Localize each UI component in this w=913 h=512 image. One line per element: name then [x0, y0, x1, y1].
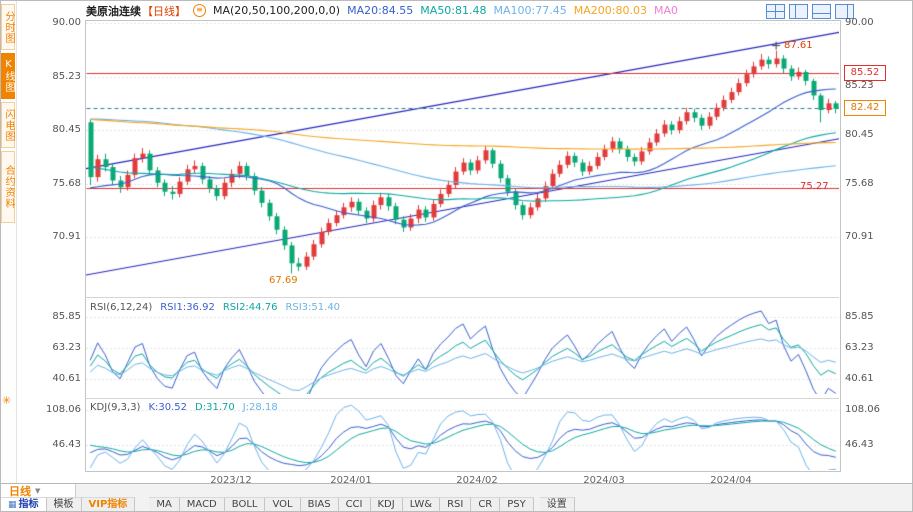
- layout-controls: [766, 4, 854, 19]
- kdj-j-value: J:28.18: [242, 401, 278, 413]
- y-label: 80.45: [52, 124, 81, 135]
- tab-cr[interactable]: CR: [471, 497, 501, 511]
- left-sidebar: 分时图 K线图 闪电图 合约资料 ✳: [1, 1, 17, 511]
- tab-vol[interactable]: VOL: [265, 497, 301, 511]
- grid-mini-icon: ▦: [8, 500, 17, 510]
- kdj-y-label: 46.43: [52, 439, 81, 450]
- symbol-title: 美原油连续: [86, 4, 141, 18]
- period-dropdown-label: 日线: [9, 484, 31, 498]
- ma100-value: MA100:77.45: [493, 4, 567, 17]
- tab-vip-indicators[interactable]: VIP指标: [81, 497, 136, 511]
- tab-bias[interactable]: BIAS: [300, 497, 339, 511]
- tab-settings[interactable]: 设置: [539, 497, 575, 511]
- tab-rsi[interactable]: RSI: [440, 497, 472, 511]
- tab-cci[interactable]: CCI: [338, 497, 371, 511]
- rsi-caption: RSI(6,12,24): [90, 301, 153, 313]
- kdj-caption: KDJ(9,3,3): [90, 401, 141, 413]
- y-label: 75.68: [845, 178, 874, 189]
- x-axis-label: 2024/02: [456, 475, 498, 486]
- rsi3-value: RSI3:51.40: [285, 301, 341, 313]
- layout-split-bottom-icon[interactable]: [812, 4, 831, 19]
- kdj-k-value: K:30.52: [148, 401, 188, 413]
- y-label: 70.91: [845, 231, 874, 242]
- indicator-tab-row: ▦ 指标 模板 VIP指标 MA MACD BOLL VOL BIAS CCI K…: [1, 497, 575, 511]
- period-dropdown[interactable]: 日线 ▼: [1, 484, 76, 498]
- y-label: 90.00: [845, 17, 874, 28]
- ma50-value: MA50:81.48: [420, 4, 487, 17]
- rsi-y-label: 85.85: [845, 311, 874, 322]
- tab-macd[interactable]: MACD: [179, 497, 225, 511]
- support-price-label: 75.27: [800, 181, 829, 192]
- tab-lwr[interactable]: LW&: [402, 497, 441, 511]
- sidebar-tab-contract-info[interactable]: 合约资料: [1, 151, 15, 223]
- kdj-y-label: 108.06: [46, 404, 81, 415]
- rsi-y-label: 85.85: [52, 311, 81, 322]
- sidebar-tab-time-chart[interactable]: 分时图: [1, 4, 15, 50]
- rsi-kdj-separator: [86, 398, 839, 399]
- y-label: 75.68: [52, 178, 81, 189]
- x-axis-label: 2024/03: [583, 475, 625, 486]
- layout-split-left-icon[interactable]: [789, 4, 808, 19]
- last-price-tag: 82.42: [844, 100, 886, 116]
- tab-ma[interactable]: MA: [149, 497, 180, 511]
- swing-high-label: 87.61: [784, 40, 813, 51]
- x-axis-label: 2024/04: [710, 475, 752, 486]
- kdj-y-label: 46.43: [845, 439, 874, 450]
- y-label: 80.45: [845, 129, 874, 140]
- layout-split-right-icon[interactable]: [835, 4, 854, 19]
- resistance-price-tag: 85.52: [844, 65, 886, 81]
- main-rsi-separator: [86, 297, 839, 298]
- y-label: 90.00: [52, 17, 81, 28]
- tab-templates[interactable]: 模板: [46, 497, 82, 511]
- kdj-y-label: 108.06: [845, 404, 880, 415]
- main-price-chart[interactable]: [86, 20, 839, 293]
- chart-header: 美原油连续 【日线】 ≡ MA(20,50,100,200,0,0) MA20:8…: [86, 2, 678, 19]
- y-label: 70.91: [52, 231, 81, 242]
- tab-spacer: [135, 497, 149, 511]
- indicator-settings-icon[interactable]: ✳: [2, 394, 12, 407]
- rsi-y-label: 63.23: [52, 342, 81, 353]
- sidebar-tab-kline-chart[interactable]: K线图: [1, 53, 15, 99]
- rsi-y-label: 40.61: [845, 373, 874, 384]
- ma20-value: MA20:84.55: [347, 4, 414, 17]
- period-label: 【日线】: [142, 4, 186, 18]
- y-label: 85.23: [52, 71, 81, 82]
- rsi-caption-row: RSI(6,12,24) RSI1:36.92 RSI2:44.76 RSI3:…: [90, 300, 340, 314]
- sidebar-tab-flash-chart[interactable]: 闪电图: [1, 102, 15, 148]
- layout-grid-icon[interactable]: [766, 4, 785, 19]
- tab-indicators[interactable]: ▦ 指标: [1, 497, 47, 511]
- ma0-value: MA0: [653, 4, 678, 17]
- tab-boll[interactable]: BOLL: [224, 497, 266, 511]
- kdj-caption-row: KDJ(9,3,3) K:30.52 D:31.70 J:28.18: [90, 400, 278, 414]
- rsi-panel-chart[interactable]: [86, 300, 839, 394]
- tab-kdj[interactable]: KDJ: [370, 497, 403, 511]
- chevron-down-icon: ▼: [35, 486, 41, 495]
- rsi1-value: RSI1:36.92: [160, 301, 215, 313]
- swing-low-label: 67.69: [269, 275, 298, 286]
- ma-caption: MA(20,50,100,200,0,0): [213, 4, 341, 17]
- ma200-value: MA200:80.03: [573, 4, 647, 17]
- rsi-y-label: 63.23: [845, 342, 874, 353]
- bottom-toolbar: 日线 ▼ ▦ 指标 模板 VIP指标 MA MACD BOLL VOL BIAS …: [1, 483, 912, 511]
- x-axis-label: 2024/01: [330, 475, 372, 486]
- rsi-y-label: 40.61: [52, 373, 81, 384]
- y-label: 85.23: [845, 80, 874, 91]
- kdj-d-value: D:31.70: [195, 401, 235, 413]
- x-axis-label: 2023/12: [210, 475, 252, 486]
- symbol-link-icon[interactable]: ≡: [193, 4, 206, 17]
- kdj-panel-chart[interactable]: [86, 400, 839, 470]
- rsi2-value: RSI2:44.76: [222, 301, 278, 313]
- tab-psy[interactable]: PSY: [500, 497, 534, 511]
